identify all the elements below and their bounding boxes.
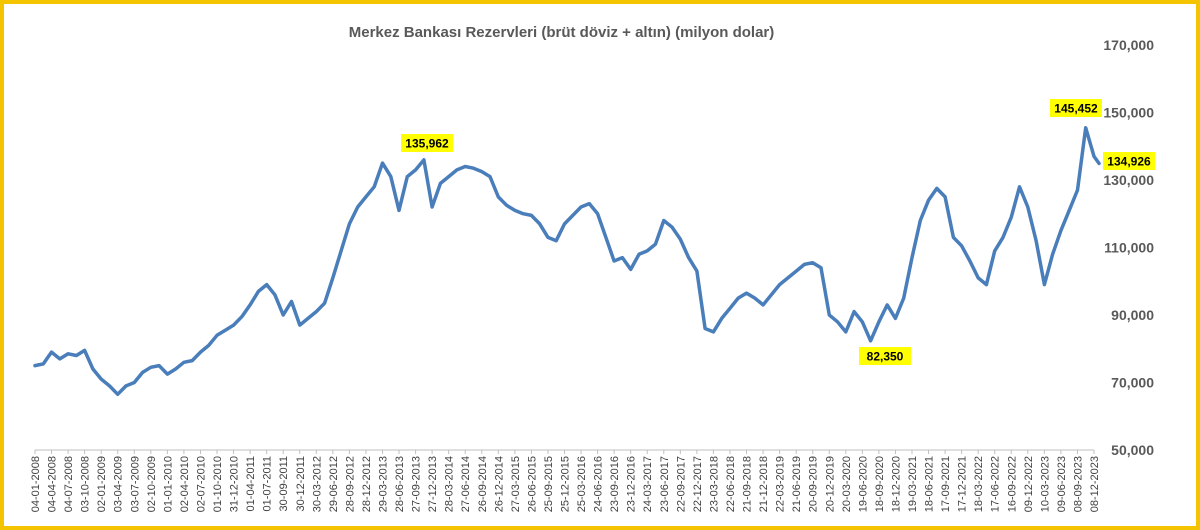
chart-svg: 04-01-2008 04-04-2008 04-07-2008 03-10-2008… [30, 37, 1155, 512]
callout-box [1103, 152, 1155, 170]
x-tick-label: 24-03-2017 [642, 456, 654, 512]
x-tick-label: 02-04-2010 [179, 456, 191, 512]
x-tick-label: 22-12-2017 [692, 456, 704, 512]
x-tick-label: 01-10-2010 [212, 456, 224, 512]
y-tick-label: 130,000 [1103, 172, 1154, 188]
x-tick-label: 04-04-2008 [47, 456, 59, 512]
x-tick-label: 30-12-2011 [295, 456, 307, 511]
x-tick-label: 21-06-2019 [791, 456, 803, 512]
callouts: 135,962 82,350 145,452 134,926 [401, 99, 1155, 365]
x-tick-label: 29-03-2013 [377, 456, 389, 512]
x-tick-label: 22-06-2018 [725, 456, 737, 512]
x-tick-label: 22-03-2019 [775, 456, 787, 512]
x-tick-label: 25-12-2015 [560, 456, 572, 512]
x-tick-label: 03-04-2009 [113, 456, 125, 512]
x-tick-label: 17-06-2022 [990, 456, 1002, 512]
x-tick-label: 18-03-2022 [973, 456, 985, 512]
x-tick-label: 27-06-2014 [460, 456, 472, 512]
x-tick-label: 01-01-2010 [162, 456, 174, 512]
callout-box [401, 134, 453, 152]
chart-title: Merkez Bankası Rezervleri (brüt döviz + … [348, 24, 775, 41]
x-tick-label: 27-12-2013 [427, 456, 439, 512]
y-tick-label: 70,000 [1111, 375, 1154, 391]
x-tick-label: 20-09-2019 [808, 456, 820, 512]
x-tick-label: 20-12-2019 [824, 456, 836, 512]
x-tick-label: 01-04-2011 [245, 456, 257, 511]
x-tick-label: 01-07-2011 [262, 456, 274, 511]
x-tick-label: 17-09-2021 [940, 456, 952, 512]
x-tick-label: 02-01-2009 [96, 456, 108, 512]
x-tick-label: 04-01-2008 [30, 456, 42, 512]
x-tick-label: 23-03-2018 [708, 456, 720, 512]
callout-label: 145,452 [1054, 102, 1098, 116]
x-tick-label: 02-10-2009 [146, 456, 158, 512]
callout-label: 82,350 [867, 350, 904, 364]
x-tick-label: 17-12-2021 [957, 456, 969, 512]
x-tick-label: 10-03-2023 [1039, 456, 1051, 512]
series-group [33, 126, 1101, 397]
x-tick-label: 18-12-2020 [890, 456, 902, 512]
x-tick-label: 08-09-2023 [1072, 456, 1084, 512]
callout-box [1050, 99, 1102, 117]
x-tick-label: 04-07-2008 [63, 456, 75, 512]
callout-label: 135,962 [405, 137, 449, 151]
x-tick-label: 23-09-2016 [609, 456, 621, 512]
x-tick-label: 21-09-2018 [742, 456, 754, 512]
x-tick-label: 16-09-2022 [1006, 456, 1018, 512]
x-tick-label: 24-06-2016 [593, 456, 605, 512]
x-tick-label: 08-12-2023 [1089, 456, 1101, 512]
reserves-series-line [33, 126, 1101, 397]
x-tick-label: 03-10-2008 [80, 456, 92, 512]
y-tick-label: 50,000 [1111, 442, 1154, 458]
x-tick-label: 28-06-2013 [394, 456, 406, 512]
x-tick-label: 28-09-2012 [344, 456, 356, 512]
x-tick-label: 28-12-2012 [361, 456, 373, 512]
y-tick-label: 150,000 [1103, 105, 1154, 121]
x-tick-label: 27-09-2013 [411, 456, 423, 512]
x-tick-label: 30-09-2011 [278, 456, 290, 511]
x-tick-label: 25-03-2016 [576, 456, 588, 512]
x-tick-label: 03-07-2009 [129, 456, 141, 512]
y-tick-label: 110,000 [1104, 240, 1154, 256]
x-tick-label: 02-07-2010 [195, 456, 207, 512]
x-tick-label: 26-06-2015 [526, 456, 538, 512]
x-tick-label: 26-12-2014 [493, 456, 505, 512]
x-tick-label: 26-09-2014 [477, 456, 489, 512]
y-tick-label: 90,000 [1111, 307, 1154, 323]
x-tick-label: 30-03-2012 [311, 456, 323, 512]
y-axis: 50,000 70,000 90,000 110,000 130,000 150,000 1… [1103, 37, 1154, 458]
x-tick-label: 20-03-2020 [841, 456, 853, 512]
x-tick-label: 21-12-2018 [758, 456, 770, 512]
x-tick-label: 19-03-2021 [907, 456, 919, 512]
x-tick-label: 27-03-2015 [510, 456, 522, 512]
x-tick-label: 25-09-2015 [543, 456, 555, 512]
x-tick-label: 31-12-2010 [229, 456, 241, 512]
x-tick-label: 23-06-2017 [659, 456, 671, 512]
x-tick-label: 18-09-2020 [874, 456, 886, 512]
x-tick-label: 23-12-2016 [626, 456, 638, 512]
x-tick-label: 28-03-2014 [444, 456, 456, 512]
x-tick-label: 22-09-2017 [675, 456, 687, 512]
y-tick-label: 170,000 [1103, 37, 1154, 53]
x-axis: 04-01-2008 04-04-2008 04-07-2008 03-10-2008… [30, 449, 1101, 512]
x-tick-label: 09-06-2023 [1056, 456, 1068, 512]
x-tick-label: 18-06-2021 [924, 456, 936, 512]
callout-box [859, 347, 911, 365]
x-tick-label: 09-12-2022 [1023, 456, 1035, 512]
x-tick-label: 29-06-2012 [328, 456, 340, 512]
x-tick-label: 19-06-2020 [857, 456, 869, 512]
callout-label: 134,926 [1107, 155, 1151, 169]
